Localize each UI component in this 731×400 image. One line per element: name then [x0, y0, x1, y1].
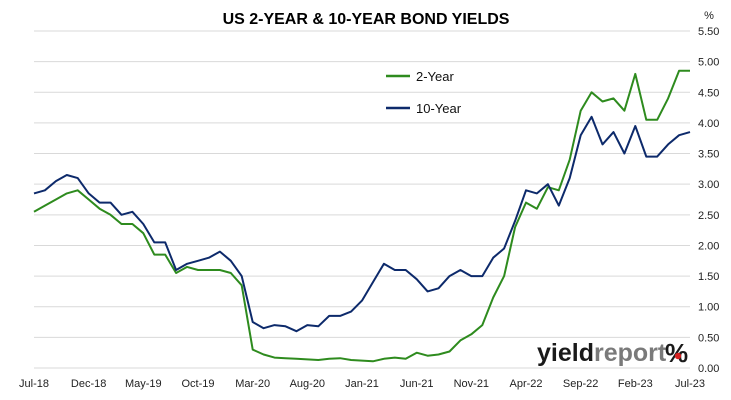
logo-percent-icon: % — [665, 338, 688, 368]
y-gridlines — [34, 30, 690, 369]
x-tick-label: Feb-23 — [618, 378, 653, 390]
x-tick-label: Apr-22 — [509, 378, 542, 390]
series-line-2-year — [33, 69, 690, 363]
y-tick-label: 3.50 — [698, 149, 719, 161]
series-lines — [33, 69, 691, 363]
x-tick-label: Jun-21 — [400, 378, 434, 390]
x-tick-label: Jul-18 — [19, 378, 49, 390]
y-tick-label: 1.00 — [698, 302, 719, 314]
x-tick-label: Jul-23 — [675, 378, 705, 390]
y-tick-label: 1.50 — [698, 271, 719, 283]
logo-red-dot-icon — [674, 352, 682, 360]
y-unit-label: % — [704, 10, 714, 22]
svg-text:yieldreport: yieldreport — [537, 339, 667, 367]
x-tick-label: Oct-19 — [181, 378, 214, 390]
x-tick-label: Nov-21 — [454, 378, 489, 390]
x-tick-label: Jan-21 — [345, 378, 379, 390]
y-tick-label: 4.00 — [698, 118, 719, 130]
logo-text-report: report — [594, 339, 667, 367]
x-tick-label: Mar-20 — [235, 378, 270, 390]
x-tick-label: May-19 — [125, 378, 162, 390]
chart-title: US 2-YEAR & 10-YEAR BOND YIELDS — [223, 11, 510, 28]
x-tick-labels: Jul-18 Dec-18 May-19 Oct-19 Mar-20 Aug-20 Jan-… — [19, 378, 705, 390]
y-tick-label: 3.00 — [698, 179, 719, 191]
y-tick-label: 5.00 — [698, 57, 719, 69]
y-tick-labels: 0.00 0.50 1.00 1.50 2.00 2.50 3.00 3.50 4.00 4.50… — [698, 26, 719, 375]
series-line-10-year — [33, 115, 691, 333]
y-tick-label: 5.50 — [698, 26, 719, 38]
logo-text-yield: yield — [537, 339, 594, 367]
y-tick-label: 2.00 — [698, 240, 719, 252]
x-tick-label: Aug-20 — [290, 378, 325, 390]
y-tick-label: 4.50 — [698, 87, 719, 99]
legend-label-10-year: 10-Year — [416, 101, 462, 116]
y-tick-label: 0.50 — [698, 332, 719, 344]
legend-label-2-year: 2-Year — [416, 69, 454, 84]
x-tick-label: Sep-22 — [563, 378, 598, 390]
yieldreport-logo: yieldreport % — [537, 338, 688, 368]
y-tick-label: 2.50 — [698, 210, 719, 222]
legend: 2-Year 10-Year — [386, 69, 462, 116]
y-tick-label: 0.00 — [698, 363, 719, 375]
x-tick-label: Dec-18 — [71, 378, 106, 390]
